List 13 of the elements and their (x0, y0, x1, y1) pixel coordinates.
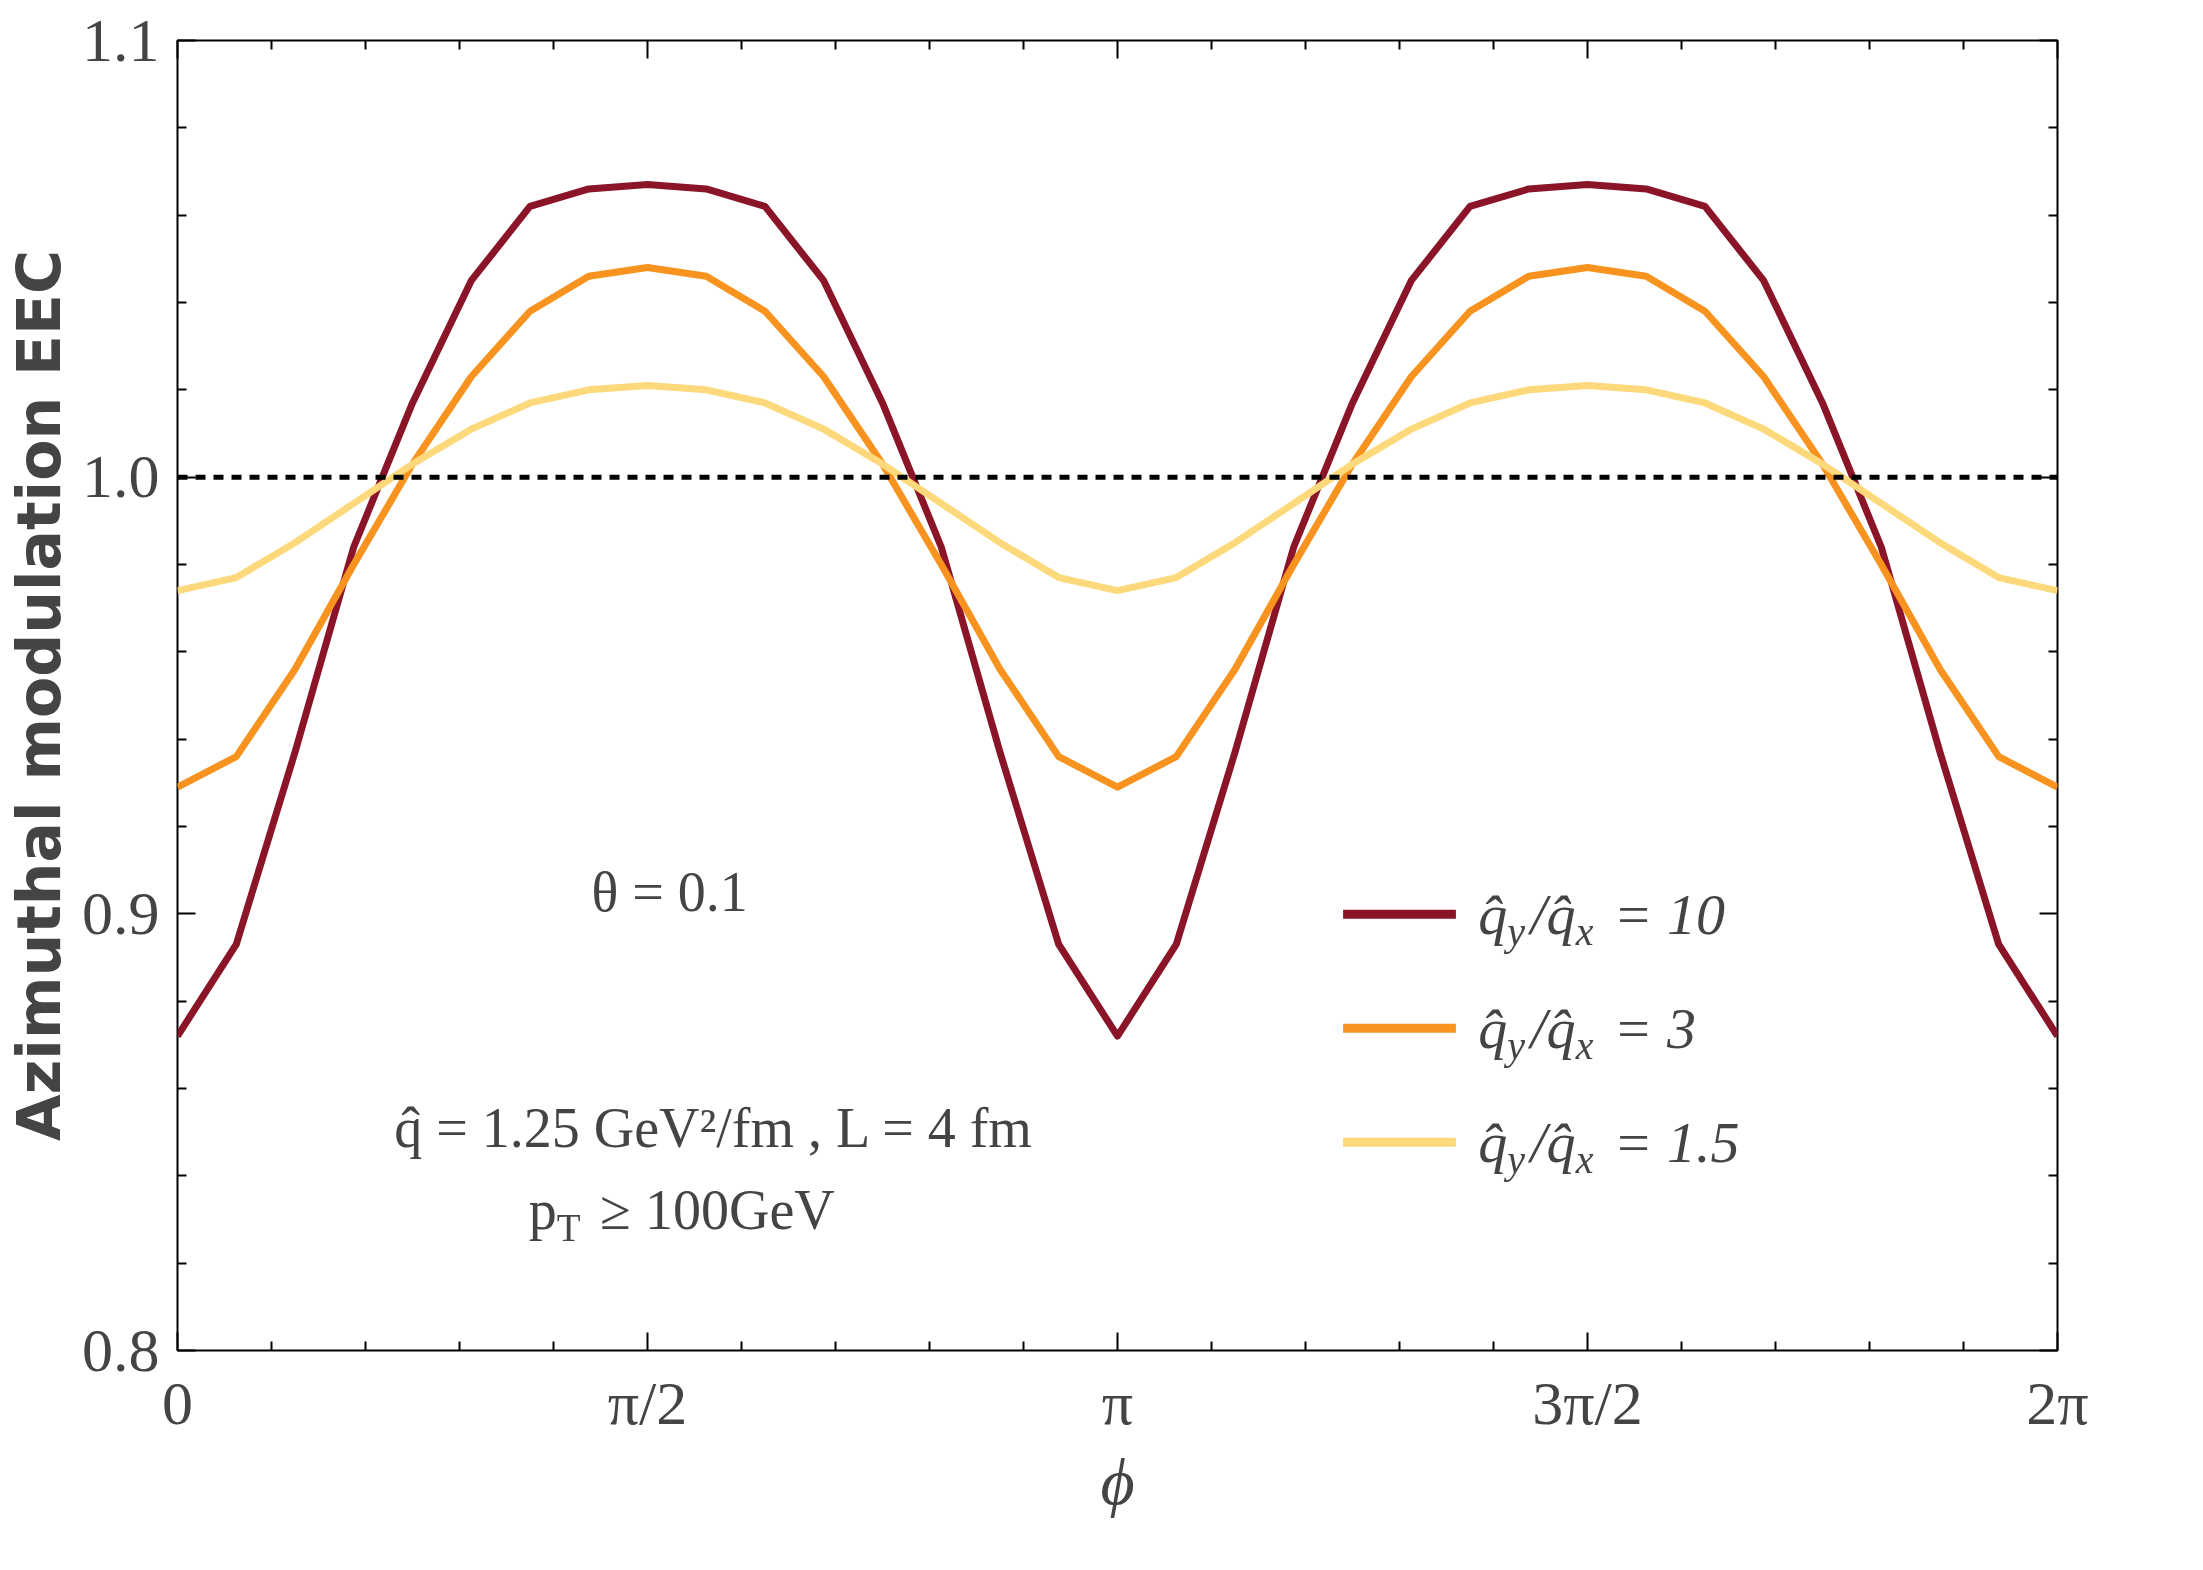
x-axis-title: ϕ (1100, 1444, 1135, 1518)
y-tick-label: 1.0 (82, 442, 160, 511)
y-tick-label: 0.8 (82, 1315, 160, 1384)
x-tick-label: π (1101, 1368, 1134, 1437)
annotation: q̂ = 1.25 GeV²/fm , L = 4 fm (394, 1096, 1032, 1159)
y-tick-label: 0.9 (82, 878, 160, 947)
x-tick-label: 3π/2 (1532, 1368, 1643, 1437)
y-axis-title: Azimuthal modulation EEC (4, 249, 74, 1142)
x-tick-label: π/2 (607, 1368, 688, 1437)
x-tick-label: 2π (2026, 1368, 2089, 1437)
y-tick-label: 1.1 (82, 5, 160, 74)
annotation: θ = 0.1 (591, 861, 748, 923)
x-tick-label: 0 (162, 1368, 193, 1437)
